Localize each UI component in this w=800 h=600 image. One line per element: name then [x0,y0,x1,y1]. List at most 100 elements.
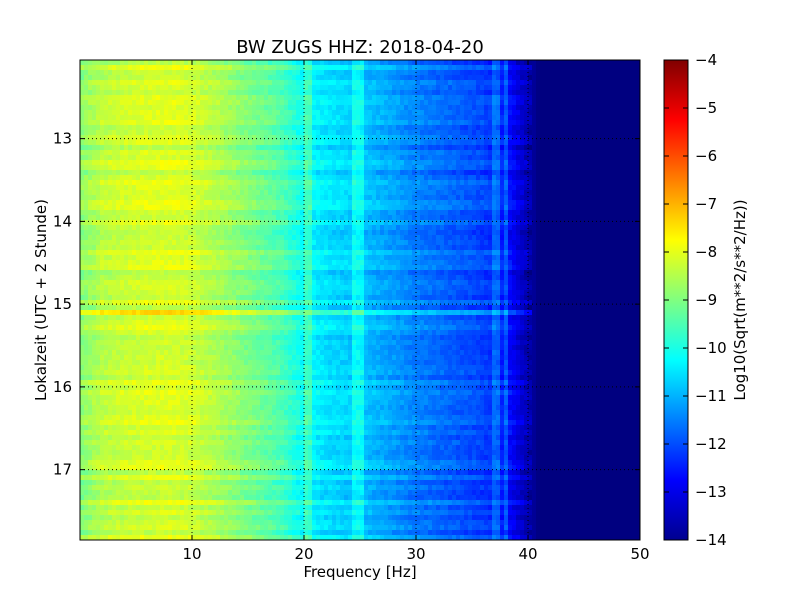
heatmap-cell [108,95,113,101]
heatmap-cell [372,175,377,181]
heatmap-cell [280,70,285,76]
heatmap-cell [264,120,269,126]
heatmap-cell [568,100,573,106]
heatmap-cell [252,155,257,161]
heatmap-cell [208,130,213,136]
heatmap-cell [172,170,177,176]
heatmap-cell [612,105,617,111]
heatmap-cell [416,120,421,126]
heatmap-cell [84,125,89,131]
heatmap-cell [412,215,417,221]
heatmap-cell [456,175,461,181]
heatmap-cell [216,210,221,216]
heatmap-cell [124,65,129,71]
heatmap-cell [456,65,461,71]
heatmap-cell [540,60,545,66]
heatmap-cell [80,175,85,181]
heatmap-cell [436,115,441,121]
heatmap-cell [348,105,353,111]
heatmap-cell [552,220,557,226]
heatmap-cell [360,125,365,131]
heatmap-cell [416,140,421,146]
heatmap-cell [272,130,277,136]
heatmap-cell [628,165,633,171]
heatmap-cell [272,170,277,176]
heatmap-cell [580,225,585,231]
heatmap-cell [352,215,357,221]
heatmap-cell [352,85,357,91]
heatmap-cell [528,155,533,161]
heatmap-cell [220,140,225,146]
heatmap-cell [452,115,457,121]
heatmap-cell [540,165,545,171]
heatmap-cell [168,80,173,86]
heatmap-cell [148,235,153,241]
heatmap-cell [532,175,537,181]
heatmap-cell [368,115,373,121]
heatmap-cell [324,70,329,76]
heatmap-cell [92,75,97,81]
heatmap-cell [428,85,433,91]
heatmap-cell [220,125,225,131]
heatmap-cell [536,200,541,206]
heatmap-cell [192,230,197,236]
heatmap-cell [464,85,469,91]
heatmap-cell [552,110,557,116]
heatmap-cell [484,60,489,66]
heatmap-cell [556,145,561,151]
heatmap-cell [544,110,549,116]
heatmap-cell [200,180,205,186]
heatmap-cell [320,175,325,181]
heatmap-cell [96,225,101,231]
heatmap-cell [356,65,361,71]
heatmap-cell [532,60,537,66]
heatmap-cell [120,125,125,131]
heatmap-cell [564,95,569,101]
heatmap-cell [140,115,145,121]
heatmap-cell [180,130,185,136]
heatmap-cell [596,155,601,161]
heatmap-cell [252,160,257,166]
heatmap-cell [584,80,589,86]
heatmap-cell [420,150,425,156]
heatmap-cell [336,210,341,216]
heatmap-cell [428,125,433,131]
heatmap-cell [416,195,421,201]
heatmap-cell [512,100,517,106]
heatmap-cell [464,195,469,201]
heatmap-cell [256,190,261,196]
heatmap-cell [112,130,117,136]
heatmap-cell [164,110,169,116]
heatmap-cell [576,75,581,81]
heatmap-cell [232,135,237,141]
heatmap-cell [284,215,289,221]
heatmap-cell [92,95,97,101]
heatmap-cell [616,90,621,96]
heatmap-cell [552,155,557,161]
heatmap-cell [336,70,341,76]
heatmap-cell [312,150,317,156]
heatmap-cell [472,135,477,141]
heatmap-cell [404,130,409,136]
heatmap-cell [280,90,285,96]
heatmap-cell [364,125,369,131]
heatmap-cell [568,205,573,211]
heatmap-cell [316,215,321,221]
heatmap-cell [272,155,277,161]
heatmap-cell [176,130,181,136]
heatmap-cell [216,65,221,71]
heatmap-cell [348,210,353,216]
heatmap-cell [228,125,233,131]
heatmap-cell [580,155,585,161]
heatmap-cell [348,95,353,101]
heatmap-cell [276,125,281,131]
heatmap-cell [324,235,329,241]
heatmap-cell [280,160,285,166]
heatmap-cell [184,75,189,81]
heatmap-cell [388,85,393,91]
heatmap-cell [332,205,337,211]
heatmap-cell [540,115,545,121]
heatmap-cell [196,145,201,151]
heatmap-cell [160,105,165,111]
heatmap-cell [568,155,573,161]
